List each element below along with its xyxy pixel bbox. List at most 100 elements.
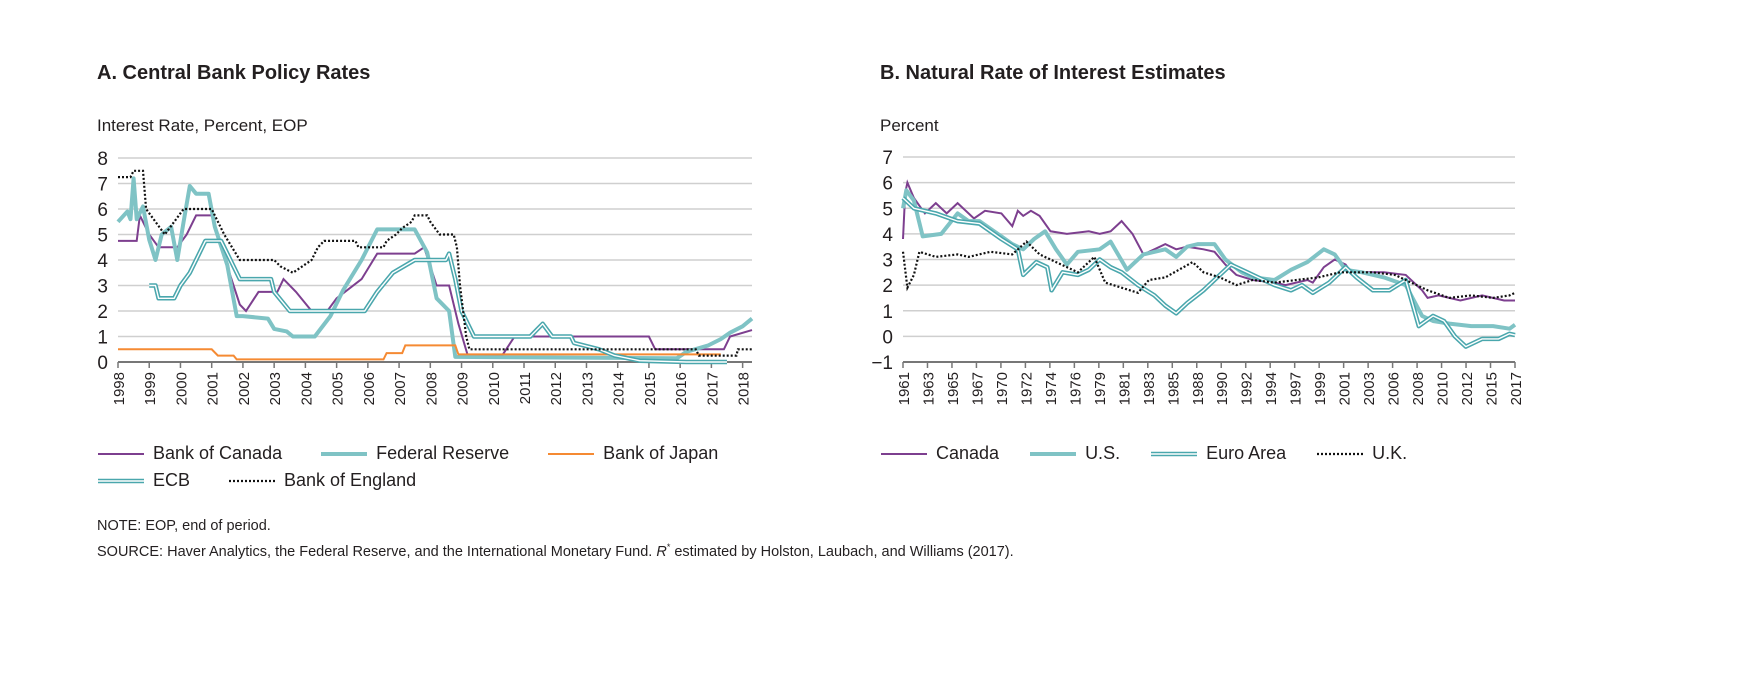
legend-label: Canada (936, 443, 1000, 463)
legend-item: Federal Reserve (320, 443, 509, 464)
x-tick-label: 2017 (1508, 372, 1525, 405)
legend-swatch (98, 452, 144, 455)
legend-label: U.K. (1372, 443, 1408, 463)
source-post: estimated by Holston, Laubach, and Willi… (670, 543, 1014, 560)
legend-item: Bank of England (228, 470, 416, 491)
chart-a-title: A. Central Bank Policy Rates (97, 62, 371, 84)
legend-item: Bank of Canada (97, 443, 282, 464)
x-tick-label: 2004 (298, 372, 315, 405)
legend-label: ECB (153, 470, 191, 490)
legend-item: U.K. (1316, 443, 1407, 464)
x-tick-label: 1974 (1043, 372, 1060, 405)
y-tick-label: 2 (882, 276, 893, 297)
legend-swatch (548, 452, 595, 455)
legend-swatch (321, 451, 368, 456)
legend-label: Bank of Japan (603, 443, 719, 463)
legend-swatch (229, 479, 276, 482)
legend-item: ECB (97, 470, 190, 491)
legend-label: Bank of England (284, 470, 417, 490)
y-tick-label: 6 (97, 200, 108, 221)
y-tick-label: 3 (882, 251, 893, 272)
x-tick-label: 2006 (1386, 372, 1403, 405)
x-tick-label: 1976 (1067, 372, 1084, 405)
source-pre: SOURCE: Haver Analytics, the Federal Res… (97, 543, 657, 560)
chart-a-legend: Bank of Canada Federal Reserve Bank of Jap… (97, 443, 817, 491)
series-line-bank-of-england (118, 169, 752, 357)
legend-label: U.S. (1085, 443, 1121, 463)
x-tick-label: 2008 (423, 372, 440, 405)
series-line-u-k- (901, 240, 1516, 300)
source-text: SOURCE: Haver Analytics, the Federal Res… (97, 542, 1014, 560)
legend-swatch (1151, 451, 1198, 456)
x-tick-label: 2017 (704, 372, 721, 405)
x-tick-label: 1994 (1263, 372, 1280, 405)
x-tick-label: 2012 (548, 372, 565, 405)
legend-item: Bank of Japan (547, 443, 718, 464)
x-tick-label: 1998 (111, 372, 128, 405)
x-tick-label: 2013 (579, 372, 596, 405)
x-tick-label: 1965 (945, 372, 962, 405)
legend-label: Bank of Canada (153, 443, 283, 463)
y-tick-label: 2 (97, 302, 108, 323)
legend-item: U.S. (1029, 443, 1120, 464)
y-tick-label: 0 (882, 327, 893, 348)
y-tick-label: 7 (97, 175, 108, 196)
legend-swatch (881, 452, 927, 455)
x-tick-label: 1963 (920, 372, 937, 405)
x-tick-label: 1967 (969, 372, 986, 405)
x-tick-label: 1961 (896, 372, 913, 405)
x-tick-label: 1972 (1018, 372, 1035, 405)
x-tick-label: 2002 (236, 372, 253, 405)
legend-item: Euro Area (1150, 443, 1286, 464)
x-tick-label: 2003 (267, 372, 284, 405)
legend-label: Euro Area (1206, 443, 1287, 463)
y-tick-label: 1 (882, 302, 893, 323)
x-tick-label: 1979 (1092, 372, 1109, 405)
y-tick-label: 6 (882, 174, 893, 195)
x-tick-label: 2010 (1435, 372, 1452, 405)
charts-svg: 0 1 2 3 4 5 6 7 8 1998 1999 2000 2001 2002 2003 2004 200… (97, 148, 1525, 405)
y-tick-label: 5 (882, 199, 893, 220)
x-tick-label: 1990 (1214, 372, 1231, 405)
source-star: * (666, 542, 671, 552)
y-tick-label: 3 (97, 277, 108, 298)
x-tick-label: 2006 (361, 372, 378, 405)
x-tick-label: 2014 (611, 372, 628, 405)
x-tick-label: 1983 (1141, 372, 1158, 405)
x-tick-label: 1988 (1190, 372, 1207, 405)
x-tick-label: 2015 (642, 372, 659, 405)
legend-item: Canada (880, 443, 999, 464)
x-tick-label: 1985 (1165, 372, 1182, 405)
x-tick-label: 2015 (1484, 372, 1501, 405)
chart-b-legend: Canada U.S. Euro Area U.K. (880, 443, 1580, 464)
y-tick-label: 8 (97, 149, 108, 170)
y-tick-label: 5 (97, 226, 108, 247)
x-tick-label: 2000 (173, 372, 190, 405)
x-tick-label: 2012 (1459, 372, 1476, 405)
y-tick-label: 4 (882, 225, 893, 246)
x-tick-label: 2018 (736, 372, 753, 405)
x-tick-label: 2016 (673, 372, 690, 405)
x-tick-label: 2008 (1410, 372, 1427, 405)
x-tick-label: 2001 (1337, 372, 1354, 405)
legend-swatch (1030, 451, 1077, 456)
x-tick-label: 1997 (1288, 372, 1305, 405)
x-tick-label: 2009 (455, 372, 472, 405)
y-tick-label: 4 (97, 251, 108, 272)
y-tick-label: 1 (97, 328, 108, 349)
x-tick-label: 2005 (330, 372, 347, 405)
chart-a-ylabel: Interest Rate, Percent, EOP (97, 116, 308, 135)
legend-swatch (98, 478, 144, 483)
chart-b-ylabel: Percent (880, 116, 939, 135)
x-tick-label: 1981 (1116, 372, 1133, 405)
note-text: NOTE: EOP, end of period. (97, 518, 271, 534)
series-line-ecb (149, 238, 727, 365)
x-tick-label: 2001 (205, 372, 222, 405)
series-line-federal-reserve (116, 176, 754, 361)
chart-b-title: B. Natural Rate of Interest Estimates (880, 62, 1226, 84)
legend-label: Federal Reserve (376, 443, 510, 463)
x-tick-label: 1999 (142, 372, 159, 405)
y-tick-label: 0 (97, 353, 108, 374)
x-tick-label: 2003 (1361, 372, 1378, 405)
x-tick-label: 1970 (994, 372, 1011, 405)
